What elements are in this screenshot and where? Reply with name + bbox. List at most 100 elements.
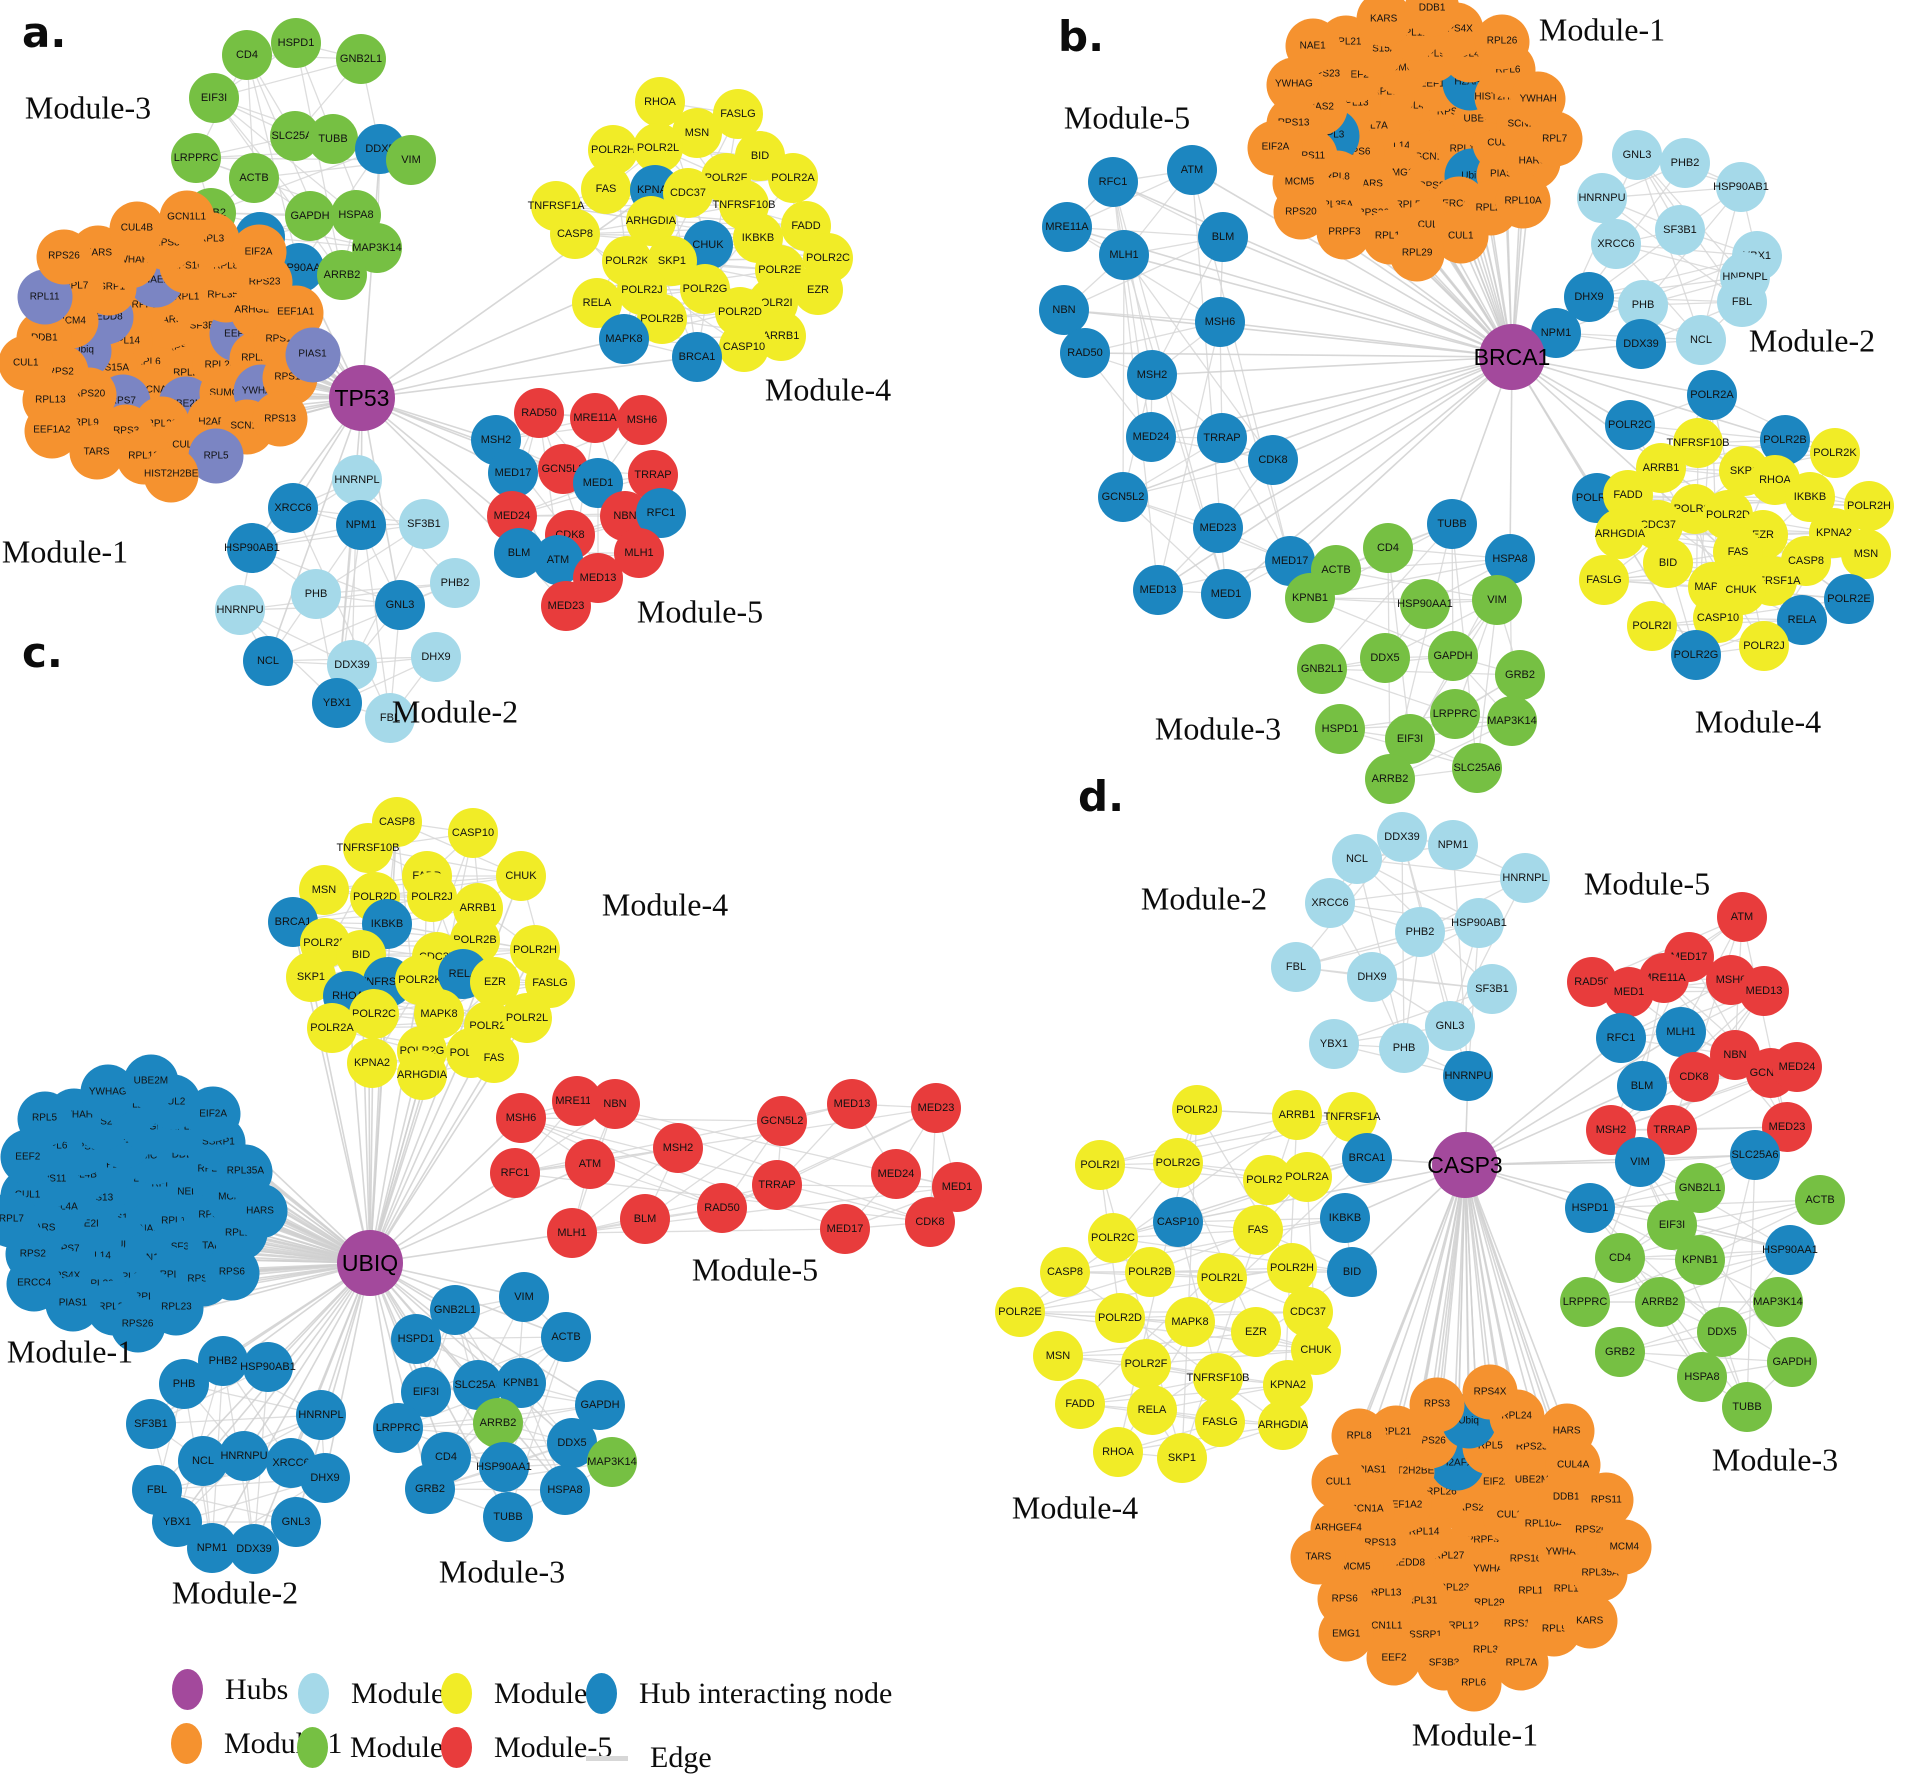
node-b-module3-slc25a6[interactable]: SLC25A6 [1452,743,1502,793]
node-b-module4-arhgdia[interactable]: ARHGDIA [1595,509,1645,559]
node-b-module3-ddx5[interactable]: DDX5 [1360,633,1410,683]
node-b-module5-mlh1[interactable]: MLH1 [1099,230,1149,280]
node-d-module5-med1[interactable]: MED1 [1604,967,1654,1017]
node-c-module2-sf3b1[interactable]: SF3B1 [126,1399,176,1449]
node-a-module2-ncl[interactable]: NCL [243,636,293,686]
node-a-module3-eif3i[interactable]: EIF3I [189,73,239,123]
node-d-module2-dhx9[interactable]: DHX9 [1347,952,1397,1002]
node-b-module3-map3k14[interactable]: MAP3K14 [1487,696,1537,746]
node-a-module4-polr2l[interactable]: POLR2L [633,123,683,173]
node-d-module2-ybx1[interactable]: YBX1 [1309,1019,1359,1069]
node-c-module3-hsp90aa1[interactable]: HSP90AA1 [476,1442,532,1492]
node-d-module5-mlh1[interactable]: MLH1 [1656,1007,1706,1057]
node-b-module4-polr2j[interactable]: POLR2J [1739,621,1789,671]
node-d-module4-chuk[interactable]: CHUK [1291,1325,1341,1375]
node-a-module2-phb2[interactable]: PHB2 [430,558,480,608]
node-b-module1-nae1[interactable]: NAE1 [1285,18,1341,74]
node-c-module1-rps6[interactable]: RPS6 [204,1245,260,1301]
node-a-module4-rela[interactable]: RELA [572,278,622,328]
node-b-module4-polr2a[interactable]: POLR2A [1687,370,1737,420]
node-d-module4-fadd[interactable]: FADD [1055,1379,1105,1429]
node-d-module4-arrb1[interactable]: ARRB1 [1272,1090,1322,1140]
node-d-module1-kars[interactable]: KARS [1562,1593,1618,1649]
node-d-module3-grb2[interactable]: GRB2 [1595,1327,1645,1377]
node-a-module4-ezr[interactable]: EZR [793,265,843,315]
node-b-module5-blm[interactable]: BLM [1198,212,1248,262]
node-c-module2-ddx39[interactable]: DDX39 [229,1524,279,1574]
node-c-module1-ube2m[interactable]: UBE2M [123,1054,179,1110]
node-b-module1-eif2a[interactable]: EIF2A [1247,120,1303,176]
node-b-module4-faslg[interactable]: FASLG [1579,555,1629,605]
hub-node-brca1[interactable]: BRCA1 [1474,324,1550,390]
node-d-module2-ddx39[interactable]: DDX39 [1377,812,1427,862]
node-d-module3-actb[interactable]: ACTB [1795,1175,1845,1225]
node-c-module3-hspd1[interactable]: HSPD1 [391,1314,441,1364]
node-c-module2-hsp90ab1[interactable]: HSP90AB1 [240,1342,296,1392]
node-d-module4-polr2b[interactable]: POLR2B [1125,1247,1175,1297]
node-b-module2-fbl[interactable]: FBL [1717,277,1767,327]
node-b-module5-rad50[interactable]: RAD50 [1060,328,1110,378]
node-b-module5-rfc1[interactable]: RFC1 [1088,157,1138,207]
node-a-module2-hnrnpu[interactable]: HNRNPU [215,585,265,635]
node-a-module3-cd4[interactable]: CD4 [222,30,272,80]
node-d-module1-rpl6[interactable]: RPL6 [1446,1656,1502,1712]
node-a-module4-polr2a[interactable]: POLR2A [768,153,818,203]
node-d-module1-rpl8[interactable]: RPL8 [1331,1408,1387,1464]
node-a-module2-gnl3[interactable]: GNL3 [375,580,425,630]
node-a-module1-eef1a2[interactable]: EEF1A2 [24,403,80,459]
node-d-module3-vim[interactable]: VIM [1615,1137,1665,1187]
node-c-module5-med17[interactable]: MED17 [820,1204,870,1254]
node-d-module4-casp10[interactable]: CASP10 [1153,1197,1203,1247]
node-d-module4-polr2d[interactable]: POLR2D [1095,1293,1145,1343]
node-b-module4-msn[interactable]: MSN [1841,529,1891,579]
node-d-module3-gapdh[interactable]: GAPDH [1767,1337,1817,1387]
node-b-module5-med23[interactable]: MED23 [1193,503,1243,553]
node-a-module5-msh6[interactable]: MSH6 [617,395,667,445]
node-d-module1-cul1[interactable]: CUL1 [1311,1454,1367,1510]
node-a-module1-pias1[interactable]: PIAS1 [285,327,341,383]
node-c-module1-ercc4[interactable]: ERCC4 [6,1256,62,1312]
node-d-module4-polr2l[interactable]: POLR2L [1197,1253,1247,1303]
hub-node-tp53[interactable]: TP53 [329,365,395,431]
node-d-module2-ncl[interactable]: NCL [1332,834,1382,884]
node-d-module1-rps3[interactable]: RPS3 [1409,1377,1465,1432]
node-d-module4-arhgdia[interactable]: ARHGDIA [1258,1400,1308,1450]
node-c-module4-polr2l[interactable]: POLR2L [502,993,552,1043]
node-a-module2-hsp90ab1[interactable]: HSP90AB1 [224,523,280,573]
node-a-module3-actb[interactable]: ACTB [229,153,279,203]
node-d-module2-phb[interactable]: PHB [1379,1023,1429,1073]
node-b-module3-hspd1[interactable]: HSPD1 [1315,704,1365,754]
node-c-module5-msh2[interactable]: MSH2 [653,1123,703,1173]
node-c-module1-rpl5[interactable]: RPL5 [17,1091,73,1147]
node-b-module5-atm[interactable]: ATM [1167,145,1217,195]
node-a-module3-arrb2[interactable]: ARRB2 [317,250,367,300]
hub-node-casp3[interactable]: CASP3 [1427,1132,1503,1198]
node-a-module1-rpl5[interactable]: RPL5 [188,428,244,484]
node-a-module5-mlh1[interactable]: MLH1 [614,528,664,578]
node-d-module5-blm[interactable]: BLM [1617,1061,1667,1111]
node-d-module4-ezr[interactable]: EZR [1231,1307,1281,1357]
node-c-module2-gnl3[interactable]: GNL3 [271,1497,321,1547]
node-d-module4-polr2j[interactable]: POLR2J [1172,1085,1222,1135]
node-a-module1-hist2h2be[interactable]: HIST2H2BE [143,447,199,503]
node-c-module5-blm[interactable]: BLM [620,1194,670,1244]
node-d-module4-tnfrsf10b[interactable]: TNFRSF10B [1187,1353,1249,1403]
node-c-module5-cdk8[interactable]: CDK8 [905,1197,955,1247]
node-a-module2-ddx39[interactable]: DDX39 [327,640,377,690]
node-a-module3-tubb[interactable]: TUBB [308,114,358,164]
node-b-module5-med13[interactable]: MED13 [1133,565,1183,615]
node-d-module4-rhoa[interactable]: RHOA [1093,1427,1143,1477]
node-a-module2-ybx1[interactable]: YBX1 [312,678,362,728]
node-b-module2-phb2[interactable]: PHB2 [1660,138,1710,188]
node-b-module5-gcn5l2[interactable]: GCN5L2 [1098,472,1148,522]
node-d-module4-polr2c[interactable]: POLR2C [1088,1213,1138,1263]
node-d-module2-phb2[interactable]: PHB2 [1395,907,1445,957]
node-d-module1-rps11[interactable]: RPS11 [1578,1472,1634,1528]
node-c-module4-polr2a[interactable]: POLR2A [307,1003,357,1053]
node-c-module1-eif2a[interactable]: EIF2A [185,1086,241,1142]
node-b-module5-msh6[interactable]: MSH6 [1195,297,1245,347]
node-b-module2-xrcc6[interactable]: XRCC6 [1591,219,1641,269]
node-c-module2-hnrnpl[interactable]: HNRNPL [296,1390,346,1440]
node-b-module1-kars[interactable]: KARS [1356,0,1412,47]
node-d-module2-hnrnpl[interactable]: HNRNPL [1500,853,1550,903]
